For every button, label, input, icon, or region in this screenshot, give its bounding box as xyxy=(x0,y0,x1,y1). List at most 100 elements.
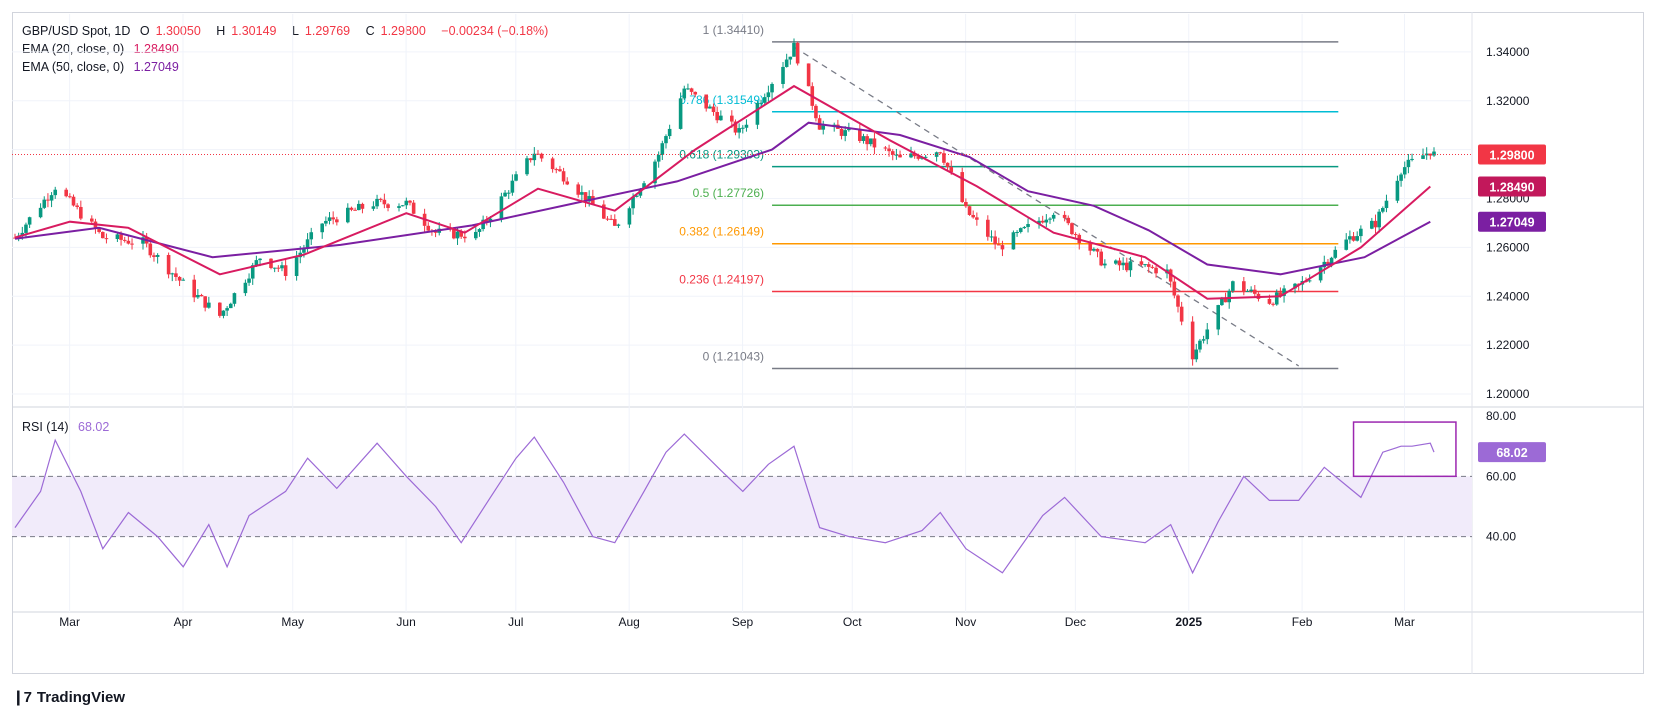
tradingview-brand[interactable]: ❙7 TradingView xyxy=(12,688,125,707)
candle-body xyxy=(634,195,639,197)
candle-body xyxy=(411,202,416,214)
candle-body xyxy=(309,232,314,240)
price-tick-label: 1.24000 xyxy=(1486,289,1530,303)
candle-body xyxy=(1128,261,1133,271)
rsi-value: 68.02 xyxy=(78,420,110,434)
ema50-value: 1.27049 xyxy=(133,60,179,74)
candle-body xyxy=(949,166,954,173)
ema50-label: EMA (50, close, 0) xyxy=(22,60,125,74)
ema20-legend: EMA (20, close, 0) 1.28490 xyxy=(22,42,185,56)
candle-body xyxy=(177,276,182,281)
candle-body xyxy=(693,91,698,95)
candle-body xyxy=(612,219,617,226)
candle-body xyxy=(53,189,58,196)
high-value: 1.30149 xyxy=(231,24,277,38)
candle-body xyxy=(294,257,299,276)
candle-body xyxy=(759,102,763,104)
price-tick-label: 1.32000 xyxy=(1486,94,1530,108)
candle-body xyxy=(740,127,745,129)
ema20-label: EMA (20, close, 0) xyxy=(22,42,125,56)
candle-body xyxy=(664,136,668,144)
fib-level-label: 0.382 (1.26149) xyxy=(679,225,764,239)
candle-body xyxy=(609,218,613,220)
candle-body xyxy=(887,148,891,152)
candle-body xyxy=(993,236,997,245)
candle-body xyxy=(199,294,204,297)
candle-body xyxy=(602,204,606,219)
price-tick-label: 1.26000 xyxy=(1486,240,1530,254)
fib-level-label: 0.786 (1.31549) xyxy=(679,93,764,107)
candle-body xyxy=(152,255,156,257)
candle-body xyxy=(996,244,1001,246)
candle-body xyxy=(631,196,635,209)
chart-frame xyxy=(12,12,1644,674)
candle-body xyxy=(1351,236,1356,241)
candle-body xyxy=(1172,281,1177,296)
candle-body xyxy=(744,124,749,128)
candle-body xyxy=(986,219,990,237)
candle-body xyxy=(320,223,325,233)
candle-body xyxy=(104,238,109,240)
time-tick-label: May xyxy=(281,615,304,629)
candle-body xyxy=(1062,214,1067,218)
candle-body xyxy=(130,243,134,245)
change-value: −0.00234 (−0.18%) xyxy=(441,24,549,38)
candle-body xyxy=(1326,261,1330,264)
candle-body xyxy=(909,153,913,158)
candle-body xyxy=(250,265,255,279)
time-tick-label: 2025 xyxy=(1175,615,1202,629)
candle-body xyxy=(1015,232,1019,234)
rsi-value-badge-label: 68.02 xyxy=(1496,446,1527,460)
candle-body xyxy=(945,162,950,167)
candle-body xyxy=(232,293,237,304)
candle-body xyxy=(378,198,383,200)
candle-body xyxy=(967,206,972,215)
candle-body xyxy=(488,218,493,222)
high-label: H xyxy=(216,24,226,38)
candle-body xyxy=(872,138,877,148)
candle-body xyxy=(404,200,409,206)
price-tick-label: 1.22000 xyxy=(1486,338,1530,352)
candle-body xyxy=(46,199,50,201)
candle-body xyxy=(122,239,127,241)
candle-body xyxy=(386,204,390,208)
candle-body xyxy=(561,171,566,182)
candle-body xyxy=(254,260,259,266)
candle-body xyxy=(1282,288,1286,296)
candle-body xyxy=(550,158,555,170)
candle-body xyxy=(975,217,979,220)
candle-body xyxy=(346,207,350,223)
candle-body xyxy=(181,279,186,281)
candle-body xyxy=(126,240,131,244)
candle-body xyxy=(90,218,94,222)
candle-body xyxy=(1373,220,1378,228)
candle-body xyxy=(335,219,339,223)
candle-body xyxy=(1227,290,1231,303)
candle-body xyxy=(474,231,478,239)
fib-level-label: 0.5 (1.27726) xyxy=(693,186,764,200)
candle-body xyxy=(770,83,774,93)
rsi-legend: RSI (14) 68.02 xyxy=(22,420,115,434)
candle-body xyxy=(272,267,277,269)
candle-body xyxy=(221,310,226,316)
close-label: C xyxy=(365,24,375,38)
candle-body xyxy=(784,59,789,67)
candle-body xyxy=(847,128,851,131)
candle-body xyxy=(971,214,975,218)
candle-body xyxy=(38,207,43,218)
candle-body xyxy=(795,42,800,64)
candle-body xyxy=(68,196,72,198)
candle-body xyxy=(565,181,570,185)
candle-body xyxy=(964,201,968,207)
last-price-badge xyxy=(1478,144,1546,165)
ema50-line xyxy=(14,121,1431,276)
rsi-line xyxy=(14,433,1435,575)
candle-body xyxy=(755,103,760,125)
candle-body xyxy=(912,153,917,157)
candle-body xyxy=(331,217,335,220)
candle-body xyxy=(1428,153,1433,156)
candle-body xyxy=(1099,251,1103,266)
candle-body xyxy=(1190,321,1195,360)
candle-body xyxy=(1092,248,1096,251)
